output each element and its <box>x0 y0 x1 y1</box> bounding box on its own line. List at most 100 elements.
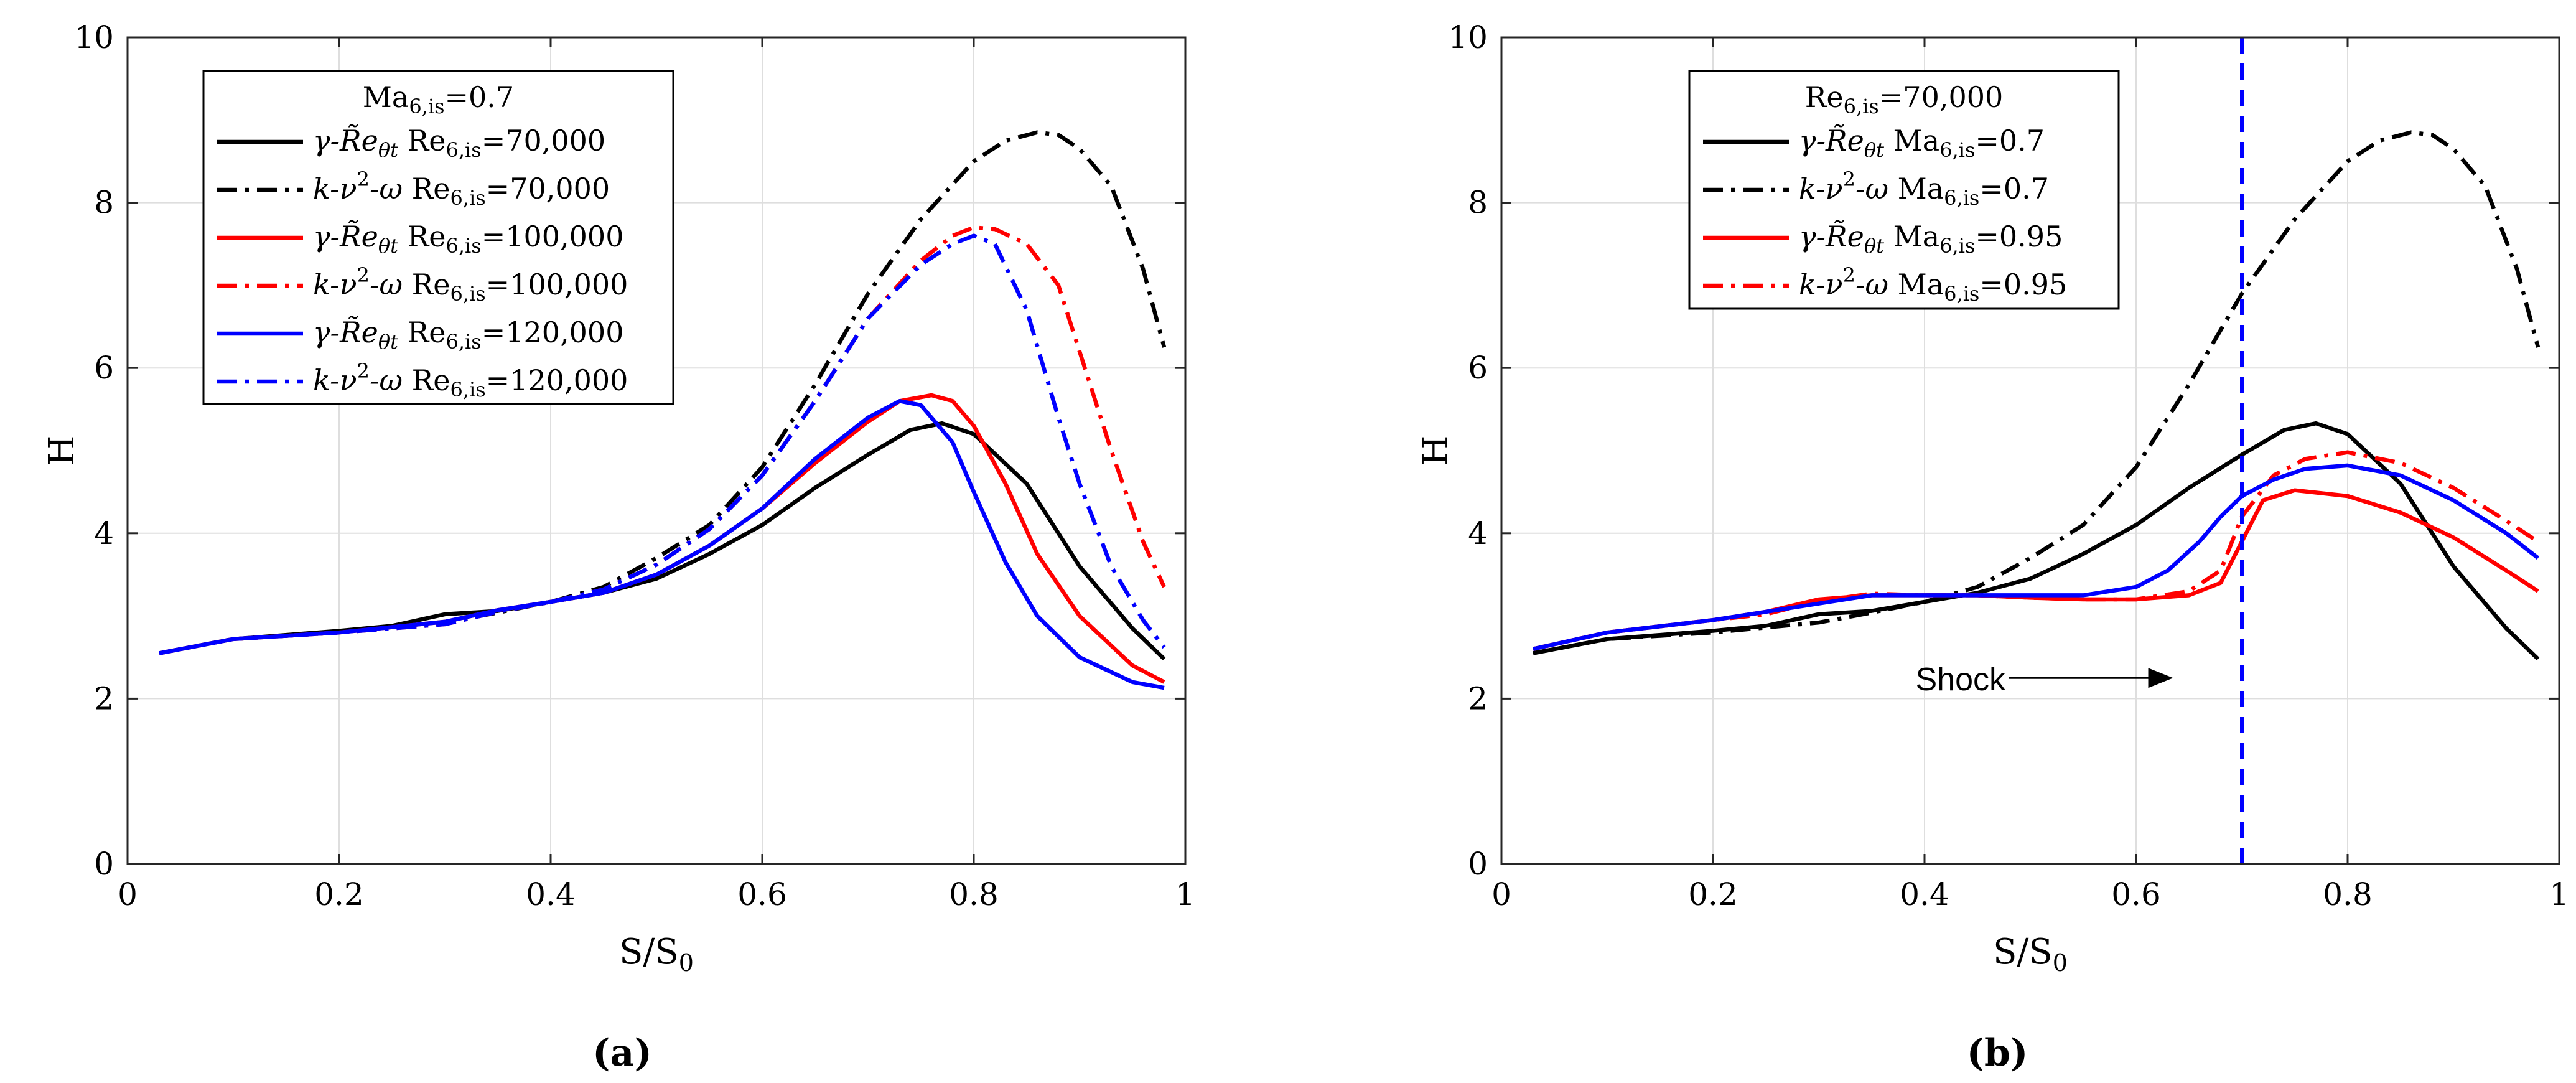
legend-entry-2: γ-R̃eθt Ma6,is=0.95 <box>1799 220 2063 258</box>
y-tick-label: 8 <box>1468 185 1488 221</box>
legend-title-base: Ma <box>363 80 409 114</box>
legend-model-sup: 2 <box>357 359 370 383</box>
legend-param-value: =0.7 <box>1975 124 2045 157</box>
legend-model: k-ν <box>1799 172 1843 205</box>
legend-param-value: =0.95 <box>1975 220 2063 253</box>
legend-entry-4: γ-R̃eθt Re6,is=120,000 <box>313 316 623 354</box>
x-tick-label: 0.2 <box>1688 876 1738 912</box>
legend-param: Re <box>398 220 446 253</box>
panel-label: (b) <box>1967 1031 2028 1075</box>
legend-param-sub: 6,is <box>450 282 485 306</box>
legend-model: k-ν <box>313 172 357 205</box>
legend-entry-3: k-ν2-ω Ma6,is=0.95 <box>1799 263 2067 306</box>
legend-model: γ-R̃e <box>1799 220 1864 253</box>
legend-param: Re <box>403 363 450 397</box>
legend-title: Ma6,is=0.7 <box>363 80 514 118</box>
y-tick-label: 0 <box>94 846 114 882</box>
legend-param-value: =70,000 <box>486 172 610 205</box>
legend-param-value: =0.7 <box>1979 172 2049 205</box>
legend-param-sub: 6,is <box>1939 138 1975 162</box>
series-line-2 <box>159 393 1165 684</box>
x-tick-label: 0.6 <box>737 876 787 912</box>
y-axis-label: H <box>1416 436 1456 466</box>
series-group <box>1533 130 2541 661</box>
legend-param-sub: 6,is <box>450 378 485 401</box>
legend-param-sub: 6,is <box>446 138 482 162</box>
legend-model: γ-R̃e <box>1799 124 1864 157</box>
legend-model: γ-R̃e <box>313 316 378 349</box>
y-tick-label: 4 <box>1468 515 1488 551</box>
legend-param: Ma <box>1884 220 1939 253</box>
y-tick-label: 10 <box>1448 19 1488 55</box>
legend-param-value: =70,000 <box>482 124 606 157</box>
legend-entry-1: k-ν2-ω Re6,is=70,000 <box>313 167 610 210</box>
series-line-0 <box>159 421 1166 661</box>
panel-a: 0 0.2 0.4 0.6 0.8 10246810S/S0H(a)Ma6,is=0.7γ… <box>42 19 1195 1075</box>
x-tick-label: 0 <box>1491 876 1511 912</box>
y-tick-label: 2 <box>1468 680 1488 716</box>
series-line-1 <box>1533 130 2541 655</box>
legend-model-sup: 2 <box>357 263 370 287</box>
legend-model-tail: -ω <box>370 363 403 397</box>
legend-param-value: =120,000 <box>482 316 624 349</box>
series-line-1 <box>159 130 1167 655</box>
legend-param-value: =120,000 <box>486 363 628 397</box>
legend-model-sub: θt <box>1864 138 1884 162</box>
legend-model-sup: 2 <box>1843 263 1855 287</box>
x-tick-label: 1 <box>1175 876 1195 912</box>
legend-param-sub: 6,is <box>450 186 485 210</box>
legend-entry-3: k-ν2-ω Re6,is=100,000 <box>313 263 628 306</box>
legend-model-tail: -ω <box>370 172 403 205</box>
legend-param-sub: 6,is <box>1944 186 1979 210</box>
series-line-3 <box>1533 450 2539 651</box>
legend-param-sub: 6,is <box>446 234 482 258</box>
panel-label: (a) <box>592 1031 652 1075</box>
legend-param: Ma <box>1888 172 1944 205</box>
x-tick-label: 1 <box>2549 876 2569 912</box>
x-axis-label: S/S0 <box>619 932 694 977</box>
x-tick-label: 0.4 <box>526 876 576 912</box>
legend-entry-5: k-ν2-ω Re6,is=120,000 <box>313 359 628 401</box>
y-tick-label: 4 <box>94 515 114 551</box>
legend-model: γ-R̃e <box>313 124 378 157</box>
legend-param-sub: 6,is <box>1939 234 1975 258</box>
x-axis-label: S/S0 <box>1993 932 2068 977</box>
legend-param: Ma <box>1884 124 1939 157</box>
legend-title: Re6,is=70,000 <box>1805 80 2004 118</box>
x-tick-label: 0.2 <box>314 876 364 912</box>
y-tick-label: 6 <box>94 350 114 386</box>
series-line-4 <box>159 399 1165 690</box>
legend-model-sup: 2 <box>1843 167 1855 191</box>
legend-model-sub: θt <box>1864 234 1884 258</box>
legend-entry-1: k-ν2-ω Ma6,is=0.7 <box>1799 167 2049 210</box>
legend-model: γ-R̃e <box>313 220 378 253</box>
x-tick-label: 0.8 <box>2323 876 2373 912</box>
legend-param: Re <box>398 316 446 349</box>
legend-param-value: =0.95 <box>1979 268 2067 301</box>
series-group <box>159 130 1167 690</box>
y-tick-label: 6 <box>1468 350 1488 386</box>
x-tick-label: 0 <box>118 876 138 912</box>
legend-entry-0: γ-R̃eθt Re6,is=70,000 <box>313 124 605 162</box>
legend-param-sub: 6,is <box>1944 282 1979 306</box>
shock-arrow-head <box>2148 668 2173 688</box>
legend-entry-2: γ-R̃eθt Re6,is=100,000 <box>313 220 623 258</box>
legend-param: Ma <box>1888 268 1944 301</box>
legend-param: Re <box>398 124 446 157</box>
shock-annotation-label: Shock <box>1915 662 2006 698</box>
legend-param-sub: 6,is <box>446 330 482 354</box>
x-axis-label-text: S/S <box>1993 932 2053 972</box>
series-line-4 <box>1533 463 2539 651</box>
legend-title-value: =0.7 <box>445 80 515 114</box>
y-tick-label: 8 <box>94 185 114 221</box>
axes-box <box>126 36 1187 865</box>
legend-param: Re <box>403 268 450 301</box>
legend-model-sub: θt <box>378 234 398 258</box>
x-axis-label-sub: 0 <box>679 949 694 977</box>
legend-model-tail: -ω <box>370 268 403 301</box>
legend-param-value: =100,000 <box>486 268 628 301</box>
axes-box <box>1500 36 2560 865</box>
legend-param-value: =100,000 <box>482 220 624 253</box>
